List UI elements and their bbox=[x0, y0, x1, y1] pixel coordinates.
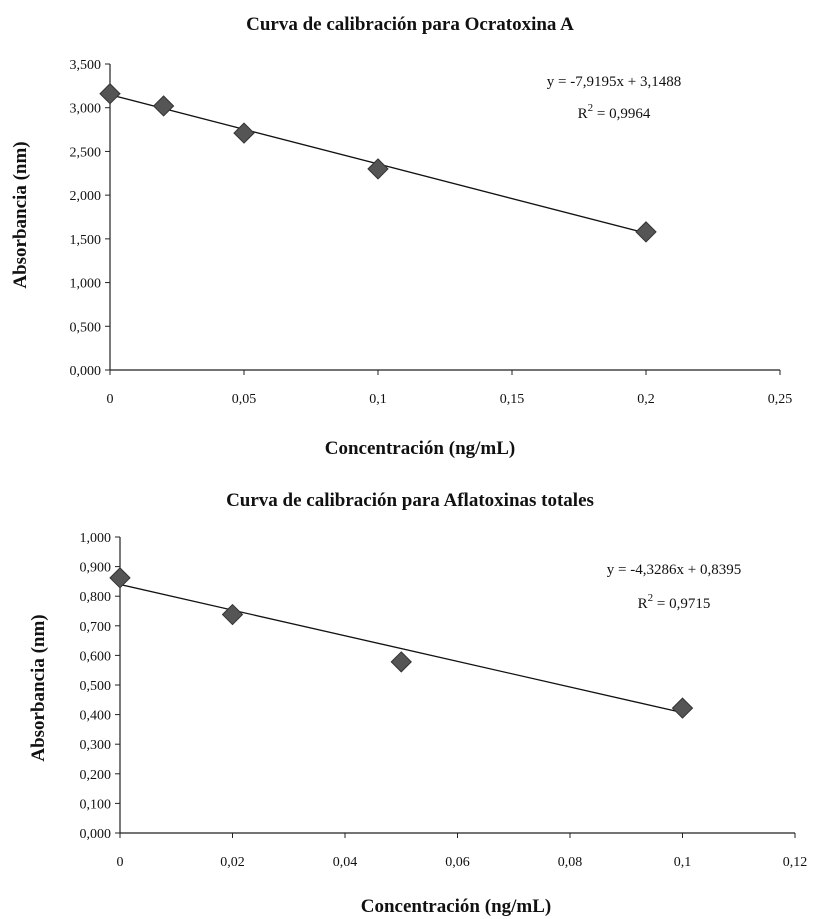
data-point bbox=[390, 651, 412, 673]
y-axis-label: Absorbancia (nm) bbox=[28, 614, 49, 761]
y-tick-label: 0,000 bbox=[80, 827, 112, 842]
chart-title: Curva de calibración para Aflatoxinas to… bbox=[226, 490, 594, 511]
y-tick-label: 0,700 bbox=[80, 620, 112, 635]
y-tick-label: 0,500 bbox=[70, 320, 102, 335]
data-point bbox=[233, 122, 255, 144]
trendline-equation: y = -7,9195x + 3,1488 bbox=[547, 74, 681, 90]
x-tick-label: 0,05 bbox=[232, 392, 257, 407]
x-tick-label: 0 bbox=[117, 855, 124, 870]
data-point bbox=[152, 95, 175, 117]
y-axis-label: Absorbancia (nm) bbox=[10, 141, 31, 288]
chart-title: Curva de calibración para Ocratoxina A bbox=[246, 14, 574, 35]
y-tick-label: 1,000 bbox=[70, 277, 102, 292]
x-axis-label: Concentración (ng/mL) bbox=[361, 896, 552, 917]
y-tick-label: 0,900 bbox=[80, 561, 112, 576]
x-axis-label: Concentración (ng/mL) bbox=[325, 438, 516, 459]
x-tick-label: 0,06 bbox=[445, 855, 470, 870]
r-squared-value: = 0,9964 bbox=[593, 106, 651, 122]
chart-aflatoxinas: Curva de calibración para Aflatoxinas to… bbox=[28, 490, 807, 917]
y-tick-label: 0,400 bbox=[80, 709, 112, 724]
trendline-equation: y = -4,3286x + 0,8395 bbox=[607, 562, 741, 578]
x-tick-label: 0,04 bbox=[333, 855, 358, 870]
y-tick-label: 2,500 bbox=[70, 145, 102, 160]
y-tick-label: 0,000 bbox=[70, 364, 102, 379]
r-squared-exponent: 2 bbox=[648, 592, 654, 604]
y-tick-label: 0,800 bbox=[80, 590, 112, 605]
x-tick-label: 0,1 bbox=[369, 392, 387, 407]
x-tick-label: 0,12 bbox=[783, 855, 808, 870]
x-tick-label: 0,02 bbox=[220, 855, 245, 870]
x-tick-label: 0 bbox=[107, 392, 114, 407]
data-point bbox=[635, 221, 657, 243]
r-squared-prefix: R bbox=[578, 106, 588, 122]
r-squared-value: = 0,9715 bbox=[653, 596, 710, 612]
data-point bbox=[99, 83, 121, 105]
r-squared: R2 = 0,9715 bbox=[638, 592, 711, 612]
y-tick-label: 3,000 bbox=[70, 102, 102, 117]
y-tick-label: 0,200 bbox=[80, 768, 112, 783]
r-squared-exponent: 2 bbox=[588, 102, 594, 114]
y-tick-label: 1,000 bbox=[80, 531, 112, 546]
y-tick-label: 0,100 bbox=[80, 797, 112, 812]
y-tick-label: 0,600 bbox=[80, 649, 112, 664]
x-tick-label: 0,25 bbox=[768, 392, 793, 407]
x-tick-label: 0,15 bbox=[500, 392, 525, 407]
r-squared-prefix: R bbox=[638, 596, 648, 612]
y-tick-label: 0,500 bbox=[80, 679, 112, 694]
y-tick-label: 1,500 bbox=[70, 233, 102, 248]
x-tick-label: 0,2 bbox=[637, 392, 655, 407]
x-tick-label: 0,1 bbox=[674, 855, 692, 870]
chart-ocratoxina: Curva de calibración para Ocratoxina A C… bbox=[10, 14, 792, 459]
y-tick-label: 2,000 bbox=[70, 189, 102, 204]
data-point bbox=[221, 603, 244, 626]
r-squared: R2 = 0,9964 bbox=[578, 102, 651, 122]
y-tick-label: 0,300 bbox=[80, 738, 112, 753]
x-tick-label: 0,08 bbox=[558, 855, 583, 870]
data-point bbox=[671, 697, 694, 719]
y-tick-label: 3,500 bbox=[70, 58, 102, 73]
data-point bbox=[109, 567, 131, 589]
trendline bbox=[119, 583, 683, 714]
data-point bbox=[367, 158, 389, 180]
